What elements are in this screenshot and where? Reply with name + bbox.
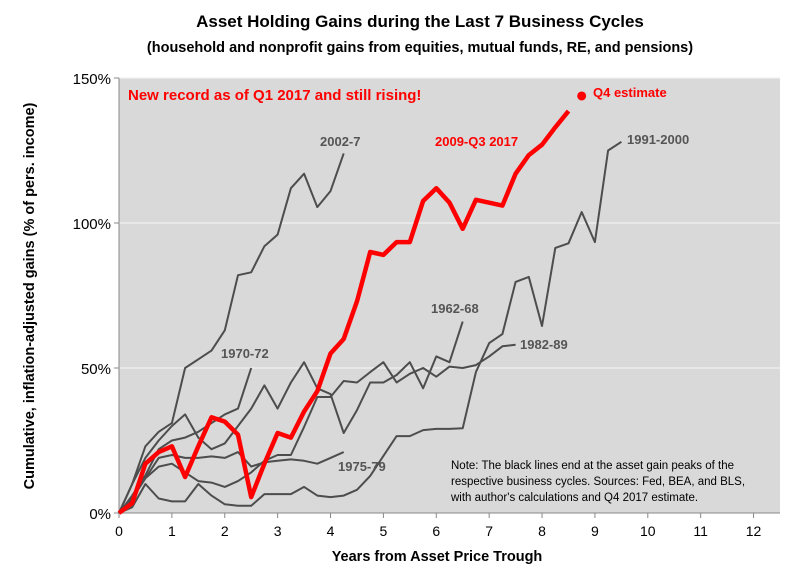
series-line-2009-q3-2017 — [117, 109, 571, 515]
x-tick-label: 10 — [640, 523, 656, 539]
x-axis-label: Years from Asset Price Trough — [332, 549, 543, 565]
headline-annotation: New record as of Q1 2017 and still risin… — [128, 87, 421, 104]
plot-area — [119, 78, 780, 513]
note-line-1: Note: The black lines end at the asset g… — [451, 460, 734, 472]
x-tick-label: 9 — [591, 523, 599, 539]
note-line-3: with author's calculations and Q4 2017 e… — [450, 492, 698, 504]
chart-title: Asset Holding Gains during the Last 7 Bu… — [196, 12, 644, 31]
series-line-1975-79 — [118, 451, 345, 514]
series-label-1975-79: 1975-79 — [338, 459, 386, 474]
x-tick-label: 4 — [327, 523, 335, 539]
x-tick-label: 12 — [746, 523, 762, 539]
x-tick-label: 2 — [221, 523, 229, 539]
x-tick-label: 3 — [274, 523, 282, 539]
x-tick-label: 0 — [115, 523, 123, 539]
y-axis-label: Cumulative, inflation-adjusted gains (% … — [22, 102, 38, 489]
chart-subtitle: (household and nonprofit gains from equi… — [147, 40, 693, 56]
series-label-2009-q3-2017: 2009-Q3 2017 — [435, 134, 518, 149]
x-tick-label: 5 — [380, 523, 388, 539]
series-line-2002-7 — [118, 153, 345, 514]
note-line-2: respective business cycles. Sources: Fed… — [451, 476, 745, 488]
y-tick-label: 0% — [89, 506, 111, 523]
x-tick-label: 7 — [485, 523, 493, 539]
x-tick-label: 11 — [693, 523, 708, 539]
series-label-2002-7: 2002-7 — [320, 134, 360, 149]
q4-estimate-point — [577, 91, 587, 101]
series-label-1962-68: 1962-68 — [431, 301, 479, 316]
y-tick-label: 100% — [73, 216, 111, 233]
series-line-1991-2000 — [118, 140, 622, 514]
x-tick-label: 8 — [538, 523, 546, 539]
series-label-1970-72: 1970-72 — [221, 346, 269, 361]
series-line-1962-68 — [118, 321, 464, 514]
y-tick-label: 50% — [81, 361, 111, 378]
x-tick-label: 1 — [168, 523, 176, 539]
series-label-1982-89: 1982-89 — [520, 337, 568, 352]
series-label-1991-2000: 1991-2000 — [627, 132, 689, 147]
estimate-label: Q4 estimate — [593, 85, 667, 100]
x-tick-label: 6 — [432, 523, 440, 539]
y-tick-label: 150% — [73, 71, 111, 88]
